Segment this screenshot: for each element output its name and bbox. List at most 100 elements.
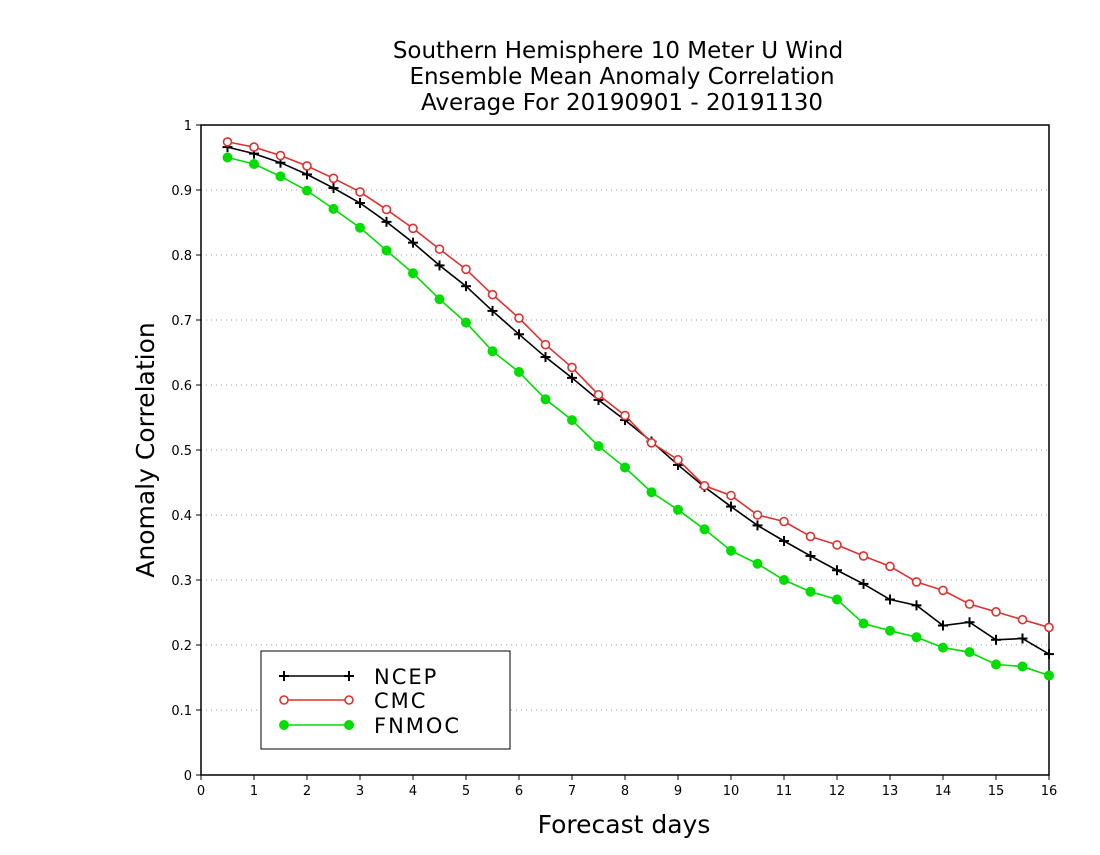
- point-cmc-12: [540, 339, 551, 350]
- point-fnmoc-22: [805, 586, 816, 597]
- legend-marker-end-cmc: [344, 695, 354, 705]
- point-ncep-9: [461, 281, 471, 292]
- point-fnmoc-25: [885, 625, 895, 636]
- point-ncep-25: [885, 594, 895, 605]
- point-ncep-22: [805, 550, 816, 561]
- point-cmc-13: [567, 362, 577, 373]
- point-cmc-17: [673, 454, 683, 465]
- point-ncep-4: [328, 183, 339, 194]
- point-cmc-28: [964, 599, 975, 609]
- point-fnmoc-17: [673, 504, 683, 515]
- legend-marker-end-ncep: [344, 671, 354, 681]
- legend-marker-start-fnmoc: [279, 720, 289, 730]
- series-line-cmc: [227, 141, 1050, 629]
- point-fnmoc-20: [752, 558, 763, 569]
- y-tick-label-8: 0.8: [171, 249, 192, 264]
- legend-marker-start-ncep: [279, 671, 289, 681]
- point-fnmoc-16: [646, 487, 657, 498]
- x-tick-label-2: 2: [303, 784, 311, 799]
- point-fnmoc-5: [355, 222, 365, 233]
- point-ncep-7: [408, 237, 418, 248]
- point-cmc-24: [858, 551, 869, 561]
- point-ncep-21: [779, 536, 789, 546]
- point-ncep-10: [487, 305, 498, 316]
- point-ncep-6: [381, 216, 392, 227]
- point-ncep-31: [1044, 649, 1054, 660]
- point-cmc-22: [805, 531, 816, 542]
- point-fnmoc-13: [567, 415, 577, 426]
- x-tick-label-10: 10: [723, 784, 740, 799]
- point-fnmoc-12: [540, 394, 551, 405]
- point-fnmoc-0: [222, 152, 233, 163]
- chart-title-line-1: Southern Hemisphere 10 Meter U Wind: [393, 38, 843, 64]
- point-fnmoc-26: [911, 632, 922, 643]
- point-cmc-26: [911, 577, 922, 587]
- y-tick-label-9: 0.9: [171, 184, 192, 199]
- point-fnmoc-14: [593, 441, 604, 452]
- point-fnmoc-2: [275, 171, 286, 182]
- x-axis-title: Forecast days: [538, 810, 711, 839]
- x-tick-label-9: 9: [674, 784, 682, 799]
- point-ncep-12: [540, 352, 551, 363]
- y-axis-title: Anomaly Correlation: [131, 322, 160, 577]
- point-ncep-8: [434, 260, 445, 271]
- point-ncep-29: [991, 634, 1001, 645]
- point-cmc-0: [222, 137, 233, 147]
- point-cmc-27: [938, 585, 948, 596]
- point-cmc-3: [302, 161, 312, 171]
- point-fnmoc-8: [434, 294, 445, 305]
- point-fnmoc-3: [302, 185, 312, 196]
- point-ncep-13: [567, 372, 577, 383]
- x-tick-label-12: 12: [829, 784, 846, 799]
- point-cmc-16: [646, 438, 657, 448]
- legend-item-fnmoc: FNMOC: [279, 714, 459, 738]
- x-tick-label-4: 4: [409, 784, 417, 799]
- point-fnmoc-28: [964, 647, 975, 658]
- point-fnmoc-7: [408, 268, 418, 279]
- point-cmc-14: [593, 389, 604, 400]
- point-cmc-20: [752, 510, 763, 520]
- point-cmc-18: [699, 480, 710, 491]
- y-tick-label-6: 0.6: [171, 379, 192, 394]
- point-cmc-9: [461, 264, 471, 275]
- point-ncep-30: [1017, 633, 1028, 644]
- legend-marker-end-fnmoc: [344, 720, 354, 730]
- point-ncep-3: [302, 169, 312, 180]
- x-tick-label-8: 8: [621, 784, 629, 799]
- point-fnmoc-23: [832, 594, 842, 605]
- series-fnmoc: [222, 152, 1054, 681]
- chart-title-line-3: Average For 20190901 - 20191130: [421, 90, 823, 116]
- x-tick-label-13: 13: [882, 784, 899, 799]
- point-cmc-23: [832, 540, 842, 550]
- x-tick-label-7: 7: [568, 784, 576, 799]
- legend-label-ncep: NCEP: [374, 665, 438, 689]
- y-tick-label-4: 0.4: [171, 509, 192, 524]
- point-cmc-29: [991, 607, 1001, 617]
- x-tick-label-16: 16: [1041, 784, 1058, 799]
- point-cmc-7: [408, 223, 418, 234]
- y-tick-label-7: 0.7: [171, 314, 192, 329]
- point-fnmoc-27: [938, 642, 948, 653]
- point-fnmoc-31: [1044, 670, 1054, 681]
- point-fnmoc-24: [858, 618, 869, 629]
- legend-item-ncep: NCEP: [279, 665, 438, 689]
- point-ncep-24: [858, 578, 869, 589]
- point-cmc-4: [328, 173, 339, 184]
- point-fnmoc-19: [726, 545, 736, 556]
- x-tick-label-15: 15: [988, 784, 1005, 799]
- point-fnmoc-4: [328, 203, 339, 214]
- point-cmc-8: [434, 244, 445, 254]
- point-ncep-19: [726, 501, 736, 512]
- point-fnmoc-21: [779, 575, 789, 585]
- point-ncep-11: [514, 329, 524, 340]
- point-cmc-5: [355, 187, 365, 197]
- point-fnmoc-10: [487, 346, 498, 357]
- y-tick-label-10: 1: [184, 119, 192, 134]
- point-cmc-19: [726, 490, 736, 501]
- point-ncep-23: [832, 565, 842, 576]
- x-tick-label-0: 0: [197, 784, 205, 799]
- point-fnmoc-30: [1017, 661, 1028, 672]
